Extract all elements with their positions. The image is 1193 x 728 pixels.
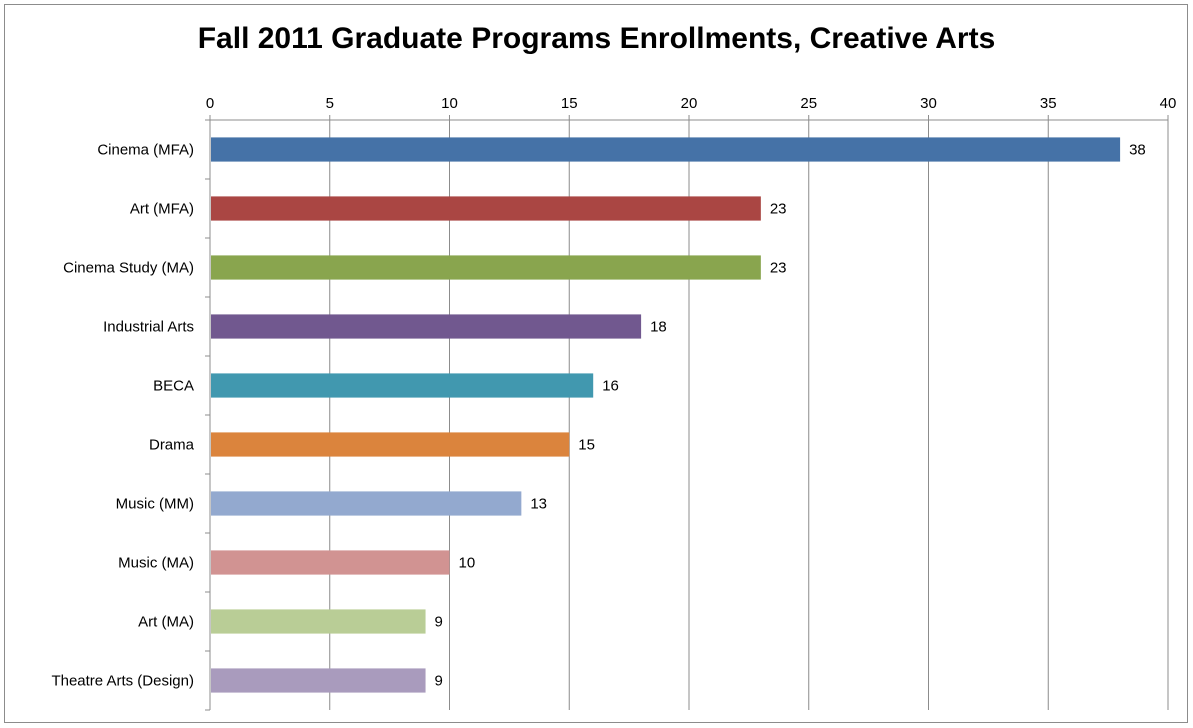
- bar: [211, 373, 594, 398]
- category-label: Music (MA): [118, 555, 194, 572]
- data-label: 38: [1129, 142, 1146, 159]
- bar: [211, 137, 1121, 162]
- x-tick-label: 20: [681, 95, 698, 112]
- bar: [211, 314, 642, 339]
- data-label: 16: [602, 378, 619, 395]
- data-label: 15: [578, 437, 595, 454]
- category-label: Theatre Arts (Design): [51, 673, 194, 690]
- data-label: 10: [459, 555, 476, 572]
- category-label: Drama: [149, 437, 195, 454]
- data-label: 9: [435, 614, 443, 631]
- x-axis-ticks: 0 5 10 15 20 25 30 35 40: [206, 95, 1177, 120]
- category-label: Cinema (MFA): [97, 142, 194, 159]
- category-label: Art (MFA): [130, 201, 194, 218]
- bar: [211, 609, 426, 634]
- bar: [211, 255, 761, 280]
- bar: [211, 432, 570, 457]
- category-label: Cinema Study (MA): [63, 260, 194, 277]
- data-label: 23: [770, 260, 787, 277]
- category-label: BECA: [153, 378, 194, 395]
- data-label: 9: [435, 673, 443, 690]
- bars: [211, 137, 1121, 693]
- category-label: Industrial Arts: [103, 319, 194, 336]
- category-label: Music (MM): [116, 496, 194, 513]
- labels: Cinema (MFA) 38 Art (MFA) 23 Cinema Study (M…: [51, 142, 1145, 690]
- chart-frame: [4, 4, 1188, 723]
- bar: [211, 668, 426, 693]
- chart-title: Fall 2011 Graduate Programs Enrollments,…: [197, 22, 996, 55]
- data-label: 23: [770, 201, 787, 218]
- x-tick-label: 25: [800, 95, 817, 112]
- x-tick-label: 30: [920, 95, 937, 112]
- data-label: 13: [530, 496, 547, 513]
- x-tick-label: 0: [206, 95, 214, 112]
- x-tick-label: 15: [561, 95, 578, 112]
- x-tick-label: 5: [326, 95, 334, 112]
- bar: [211, 491, 522, 516]
- x-tick-label: 10: [441, 95, 458, 112]
- bar: [211, 196, 761, 221]
- category-label: Art (MA): [138, 614, 194, 631]
- y-axis: [205, 119, 1168, 711]
- x-tick-label: 40: [1160, 95, 1177, 112]
- bar: [211, 550, 450, 575]
- data-label: 18: [650, 319, 667, 336]
- x-tick-label: 35: [1040, 95, 1057, 112]
